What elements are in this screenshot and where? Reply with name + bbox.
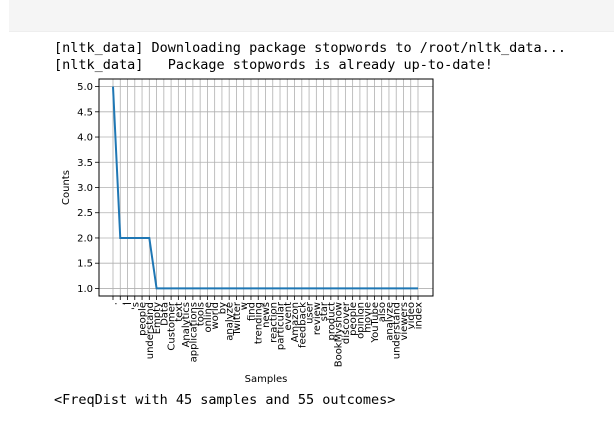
x-tick-label: text [174,302,185,322]
x-tick-label: index [414,302,425,329]
y-tick-label: 2.5 [77,208,93,219]
x-tick-label: I [123,302,134,305]
y-axis: 1.0 1.5 2.0 2.5 3.0 3.5 4.0 4.5 5.0 [77,82,99,295]
x-tick-label: opinion [355,302,366,339]
y-tick-label: 3.0 [77,183,93,194]
x-tick-label: tools [196,302,207,326]
x-tick-label: Analytics [181,302,192,347]
x-tick-label: trending [254,302,265,344]
x-tick-label: Amazon [290,302,301,342]
x-tick-label: by [217,302,228,314]
x-tick-label: Empty [152,302,163,334]
x-tick-label: event [283,302,294,331]
x-axis-label: Samples [245,374,288,385]
x-tick-label: analyze [384,302,395,341]
y-tick-label: 3.5 [77,158,93,169]
y-tick-label: 4.0 [77,133,93,144]
x-axis: .,I'speopleunderstandEmptyDataCustomerte… [109,296,425,367]
x-tick-label: review [312,302,323,335]
x-tick-label: people [138,302,149,336]
y-tick-label: 1.0 [77,284,93,295]
x-tick-label: star [319,301,330,321]
x-tick-label: analyze [225,302,236,341]
y-tick-label: 5.0 [77,82,93,93]
chart-grid [99,79,433,296]
x-tick-label: Data [159,302,170,326]
series-line [112,86,418,290]
x-tick-label: people [348,302,359,336]
x-tick-label: Twitter [232,301,243,336]
x-tick-label: feedback [297,302,308,348]
x-tick-label: particular [276,301,287,350]
x-tick-label: movie [363,302,374,333]
x-tick-label: w [239,302,250,310]
y-tick-label: 4.5 [77,107,93,118]
x-tick-label: video [406,302,417,329]
plot-frame [98,78,434,297]
x-tick-label: also [377,302,388,322]
x-tick-label: product [326,302,337,341]
x-tick-label: world [210,302,221,330]
freqdist-summary: <FreqDist with 45 samples and 55 outcome… [54,392,396,408]
y-tick-label: 2.0 [77,233,93,244]
cell-toolbar [9,0,614,32]
x-tick-label: , [116,302,127,305]
x-tick-label: BookMyshow [334,302,345,367]
log-line: [nltk_data] Downloading package stopword… [54,40,567,56]
log-line: [nltk_data] Package stopwords is already… [54,57,493,73]
x-tick-label: Customer [167,301,178,350]
x-tick-label: user [305,301,316,324]
x-tick-label: . [109,302,120,305]
x-tick-label: YouTube [370,302,381,344]
y-tick-label: 1.5 [77,259,93,270]
y-axis-label: Counts [61,170,72,205]
x-tick-label: find [246,302,257,321]
x-tick-label: applications [188,302,199,362]
x-tick-label: online [203,302,214,333]
x-tick-label: understand [145,302,156,359]
x-tick-label: 's [130,302,141,310]
x-tick-label: discover [341,301,352,344]
x-tick-label: reaction [268,302,279,343]
x-tick-label: understand [392,302,403,359]
x-tick-label: viewers [399,302,410,341]
x-tick-label: news [261,302,272,328]
output-log: [nltk_data] Downloading package stopword… [54,40,566,74]
